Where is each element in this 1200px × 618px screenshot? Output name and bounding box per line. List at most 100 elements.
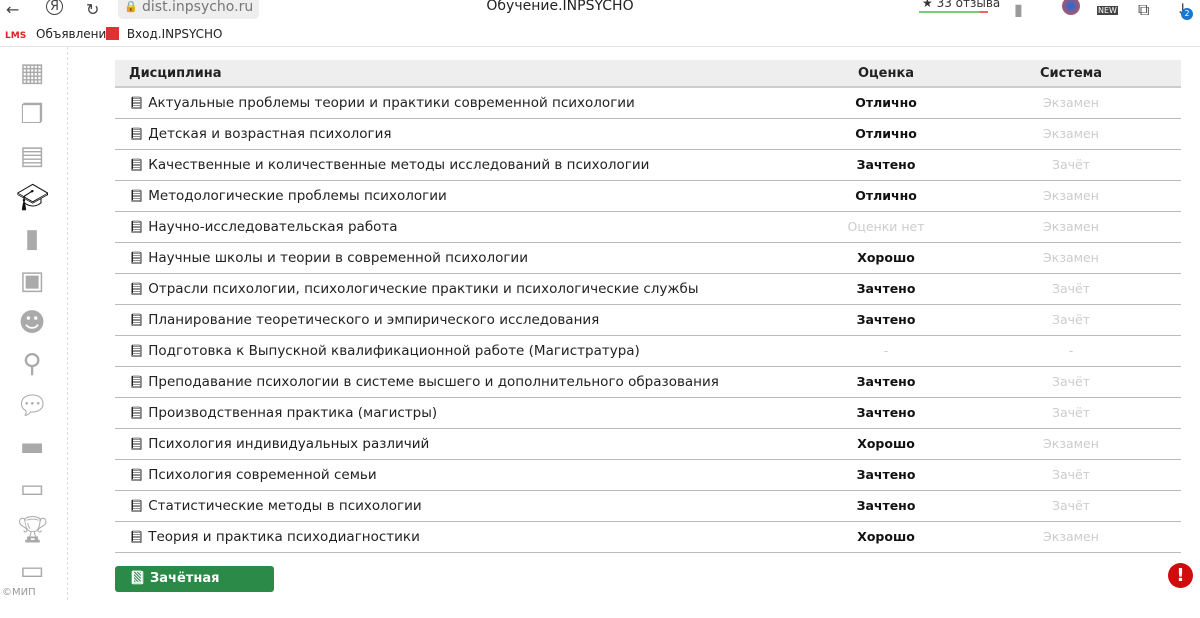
system-cell: Экзамен (961, 211, 1181, 243)
discipline-cell[interactable]: 📘︎ Психология индивидуальных различий (115, 428, 811, 460)
grade: - (883, 342, 889, 358)
grade-cell: Зачтено (811, 273, 961, 305)
assessment-system: - (1068, 342, 1074, 358)
reviews-badge[interactable]: ★ 33 отзыва (919, 0, 1001, 13)
table-row[interactable]: 📘︎ Научно-исследовательская работа Оценки… (115, 211, 1181, 243)
assessment-system: Экзамен (1043, 94, 1099, 110)
calendar-icon[interactable]: ▤ (19, 141, 45, 171)
grade: Отлично (855, 125, 917, 141)
book-icon: 📘︎ (129, 498, 145, 513)
chat-icon[interactable]: 💬︎ (16, 391, 50, 421)
table-row[interactable]: 📘︎ Психология современной семьи Зачтено З… (115, 459, 1181, 491)
discipline-cell[interactable]: 📘︎ Производственная практика (магистры) (115, 397, 811, 429)
bookmark-announcements[interactable]: LMS Объявления (5, 27, 114, 41)
downloads-icon[interactable]: ↓2 (1176, 0, 1193, 20)
grade: Зачтено (856, 311, 916, 327)
assessment-system: Экзамен (1043, 249, 1099, 265)
discipline-name: Статистические методы в психологии (148, 497, 422, 514)
folder-icon[interactable]: ▬ (19, 432, 45, 462)
grade-cell: Хорошо (811, 428, 961, 460)
table-row[interactable]: 📘︎ Подготовка к Выпускной квалификационно… (115, 335, 1181, 367)
table-row[interactable]: 📘︎ Психология индивидуальных различий Хор… (115, 428, 1181, 460)
table-row[interactable]: 📘︎ Производственная практика (магистры) З… (115, 397, 1181, 429)
table-row[interactable]: 📘︎ Планирование теоретического и эмпириче… (115, 304, 1181, 336)
book-icon: 📘︎ (129, 157, 145, 172)
grade-cell: Оценки нет (811, 211, 961, 243)
discipline-cell[interactable]: 📘︎ Научно-исследовательская работа (115, 211, 811, 243)
assessment-system: Зачёт (1051, 466, 1091, 482)
table-row[interactable]: 📘︎ Качественные и количественные методы и… (115, 149, 1181, 181)
discipline-cell[interactable]: 📘︎ Качественные и количественные методы и… (115, 149, 811, 181)
book-icon: 📘︎ (129, 126, 145, 141)
video-file-icon[interactable]: ▣ (19, 266, 45, 296)
table-row[interactable]: 📘︎ Преподавание психологии в системе высш… (115, 366, 1181, 398)
archive-icon[interactable]: ▭ (19, 474, 45, 504)
discipline-cell[interactable]: 📘︎ Детская и возрастная психология (115, 118, 811, 150)
header-discipline: Дисциплина (115, 60, 811, 88)
book-icon: 📘︎ (129, 343, 145, 358)
discipline-cell[interactable]: 📘︎ Психология современной семьи (115, 459, 811, 491)
grade: Хорошо (857, 249, 915, 265)
discipline-cell[interactable]: 📘︎ Планирование теоретического и эмпириче… (115, 304, 811, 336)
trophy-icon[interactable]: 🏆︎ (16, 515, 50, 545)
sidebar: ▦ ❐ ▤ 🎓︎ ▮ ▣ ☻ ⚲ 💬︎ ▬ ▭ 🏆︎ ▭ (0, 47, 68, 600)
documents-icon[interactable]: ❐ (20, 100, 44, 130)
book-icon: 📘︎ (129, 219, 145, 234)
browser-extension-icon[interactable] (1062, 0, 1080, 15)
assessment-system: Зачёт (1051, 373, 1091, 389)
assessment-system: Зачёт (1051, 280, 1091, 296)
table-row[interactable]: 📘︎ Методологические проблемы психологии О… (115, 180, 1181, 212)
discipline-cell[interactable]: 📘︎ Научные школы и теории в современной п… (115, 242, 811, 274)
grade-cell: Отлично (811, 87, 961, 119)
record-book-button[interactable]: 📗︎ Зачётная книжка (115, 566, 274, 612)
reload-icon[interactable]: ↻ (86, 0, 100, 19)
grade-cell: Зачтено (811, 459, 961, 491)
graduation-cap-icon[interactable]: 🎓︎ (16, 183, 50, 213)
extensions-icon[interactable]: ⧉ (1138, 0, 1150, 19)
table-row[interactable]: 📘︎ Отрасли психологии, психологические пр… (115, 273, 1181, 305)
book-icon: 📘︎ (129, 188, 145, 203)
discipline-name: Теория и практика психодиагностики (148, 528, 420, 545)
table-row[interactable]: 📘︎ Теория и практика психодиагностики Хор… (115, 521, 1181, 553)
bookmark-page-icon[interactable]: ▮ (1014, 0, 1023, 19)
bookmark-icon[interactable]: ▮ (24, 224, 40, 254)
book-icon: 📗︎ (129, 571, 146, 586)
table-row[interactable]: 📘︎ Статистические методы в психологии Зач… (115, 490, 1181, 522)
alert-icon[interactable]: ! (1168, 563, 1193, 588)
credit-card-icon[interactable]: ▭ (19, 556, 45, 586)
discipline-cell[interactable]: 📘︎ Подготовка к Выпускной квалификационно… (115, 335, 811, 367)
bookmark-login[interactable]: Вход.INPSYCHO (106, 27, 223, 41)
discipline-cell[interactable]: 📘︎ Актуальные проблемы теории и практики … (115, 87, 811, 119)
discipline-cell[interactable]: 📘︎ Преподавание психологии в системе высш… (115, 366, 811, 398)
reviews-text: ★ 33 отзыва (922, 0, 1001, 10)
book-icon: 📘︎ (129, 281, 145, 296)
bookmark-label: Вход.INPSYCHO (126, 27, 223, 41)
table-row[interactable]: 📘︎ Детская и возрастная психология Отличн… (115, 118, 1181, 150)
paperclip-icon[interactable]: ⚲ (22, 349, 42, 379)
system-cell: Зачёт (961, 304, 1181, 336)
grade: Зачтено (856, 280, 916, 296)
grade: Отлично (855, 94, 917, 110)
yandex-icon[interactable]: Я (46, 0, 63, 15)
discipline-cell[interactable]: 📘︎ Теория и практика психодиагностики (115, 521, 811, 553)
grade-cell: Зачтено (811, 149, 961, 181)
new-extension-icon[interactable]: NEW (1097, 6, 1118, 15)
grade: Хорошо (857, 528, 915, 544)
grade: Зачтено (856, 156, 916, 172)
users-icon[interactable]: ☻ (18, 308, 46, 338)
apps-icon[interactable]: ▦ (19, 58, 45, 88)
table-row[interactable]: 📘︎ Научные школы и теории в современной п… (115, 242, 1181, 274)
grade: Зачтено (856, 497, 916, 513)
table-row[interactable]: 📘︎ Актуальные проблемы теории и практики … (115, 87, 1181, 119)
back-icon[interactable]: ← (6, 0, 20, 19)
system-cell: Экзамен (961, 180, 1181, 212)
discipline-cell[interactable]: 📘︎ Отрасли психологии, психологические пр… (115, 273, 811, 305)
system-cell: Зачёт (961, 490, 1181, 522)
lock-icon: 🔒 (124, 0, 138, 13)
address-bar[interactable]: 🔒 dist.inpsycho.ru (118, 0, 260, 19)
bookmark-label: Объявления (36, 27, 114, 41)
system-cell: Экзамен (961, 87, 1181, 119)
system-cell: Зачёт (961, 273, 1181, 305)
discipline-cell[interactable]: 📘︎ Статистические методы в психологии (115, 490, 811, 522)
discipline-cell[interactable]: 📘︎ Методологические проблемы психологии (115, 180, 811, 212)
